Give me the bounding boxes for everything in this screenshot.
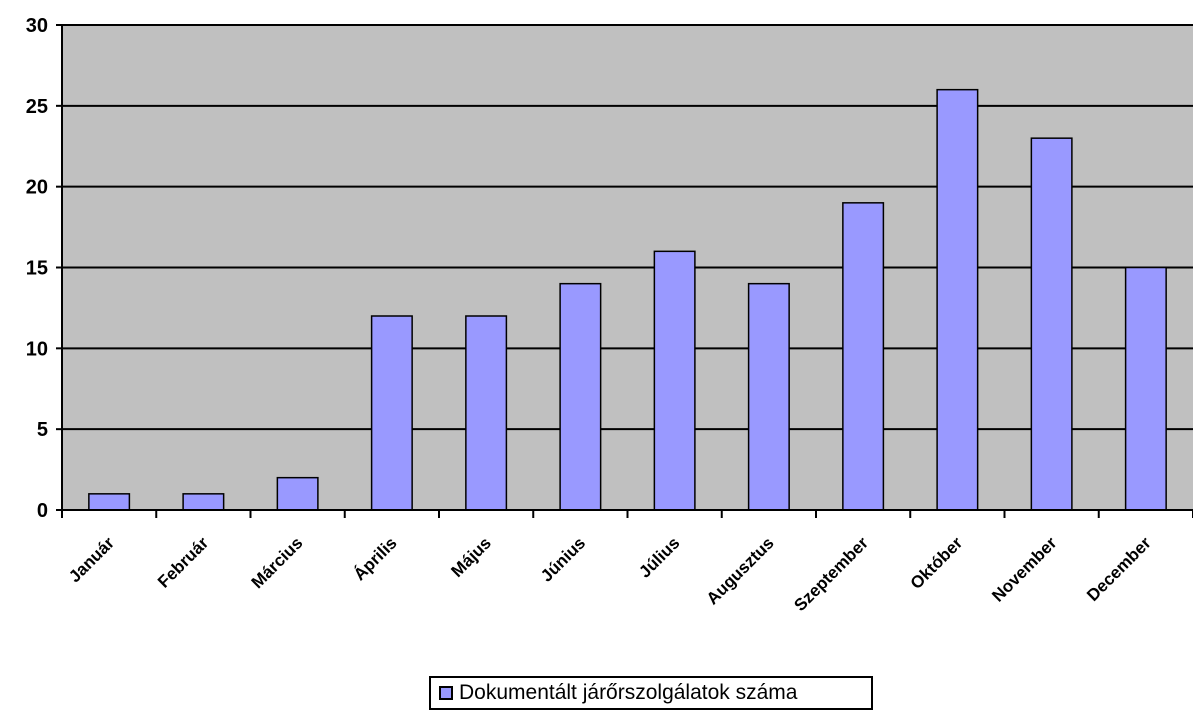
x-tick-labels: Január Február Március Április Május Június Jú… <box>65 533 1155 615</box>
x-tick-label: December <box>1083 533 1155 605</box>
bar <box>559 282 602 511</box>
legend-label: Dokumentált járőrszolgálatok száma <box>459 681 798 704</box>
bar <box>276 476 319 511</box>
y-tick-label: 25 <box>26 96 48 118</box>
x-tick-label: Augusztus <box>703 533 778 608</box>
axes <box>56 25 1193 518</box>
bar <box>936 88 979 511</box>
y-tick-label: 30 <box>26 15 48 37</box>
y-tick-label: 5 <box>37 419 48 441</box>
y-tick-label: 15 <box>26 258 48 280</box>
bar <box>465 315 508 511</box>
y-tick-label: 0 <box>37 500 48 522</box>
bar <box>653 250 696 511</box>
x-tick-label: Június <box>537 533 589 585</box>
x-tick-label: November <box>988 533 1060 605</box>
bar <box>842 202 885 511</box>
bar <box>88 493 131 511</box>
x-tick-label: Május <box>447 533 495 581</box>
bar <box>1124 266 1167 511</box>
x-tick-label: Április <box>350 533 401 584</box>
bar <box>182 493 225 511</box>
legend: Dokumentált járőrszolgálatok száma <box>429 676 873 710</box>
y-tick-label: 10 <box>26 338 48 360</box>
bar <box>1030 137 1073 511</box>
x-tick-label: Február <box>154 533 212 591</box>
y-tick-labels: 0 5 10 15 20 25 30 <box>26 15 48 522</box>
x-tick-label: Január <box>65 533 118 586</box>
x-tick-label: Március <box>248 533 307 592</box>
x-tick-label: Október <box>907 533 967 593</box>
gridlines <box>56 24 1193 511</box>
bars <box>88 88 1167 511</box>
x-tick-label: Szeptember <box>790 533 872 615</box>
bar <box>747 282 790 511</box>
legend-swatch <box>439 686 453 700</box>
y-tick-label: 20 <box>26 177 48 199</box>
x-tick-label: Július <box>635 533 683 581</box>
bar <box>370 315 413 511</box>
